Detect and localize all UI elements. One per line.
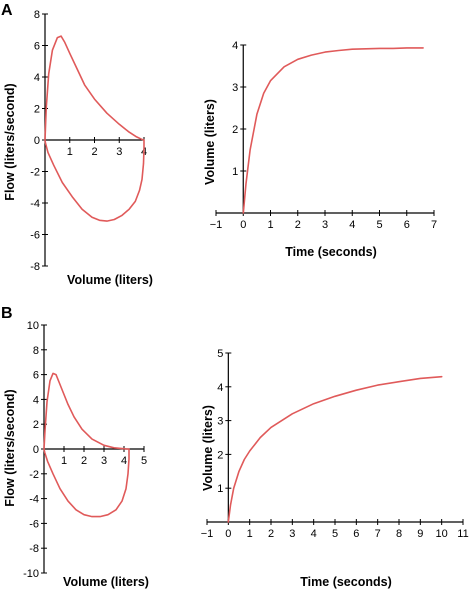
series-line	[242, 47, 424, 214]
y-tick-label: 0	[33, 444, 39, 456]
y-tick-label: 4	[217, 382, 223, 394]
y-tick-label: 5	[217, 348, 223, 360]
panel-label-a: A	[1, 2, 13, 19]
y-tick-label: 2	[217, 449, 223, 461]
y-tick-label: 4	[33, 394, 39, 406]
volume-time-chart-b: 1 2 3 4 5 −1 0 1 2 3 4 5 6 7 8 9 10 11 Time (seconds) Volum…	[201, 348, 469, 589]
x-tick-label: 8	[396, 528, 402, 540]
series-line	[44, 35, 145, 222]
y-tick-label: 3	[232, 82, 238, 94]
y-tick-label: 6	[33, 370, 39, 382]
y-tick-label: -6	[30, 230, 40, 242]
x-tick-label: 2	[81, 455, 87, 467]
series-line	[227, 375, 443, 523]
y-tick-label: 0	[34, 135, 40, 147]
y-tick-label: -10	[23, 568, 39, 580]
x-tick-label: 5	[376, 219, 382, 231]
y-tick-label: 3	[217, 416, 223, 428]
x-tick-label: 0	[240, 219, 246, 231]
y-axis-title: Flow (liters/second)	[3, 83, 17, 200]
x-tick-label: 0	[225, 528, 231, 540]
x-axis-title: Volume (liters)	[67, 273, 153, 287]
y-tick-label: -2	[29, 469, 39, 481]
y-tick-label: -6	[29, 518, 39, 530]
x-axis-title: Time (seconds)	[285, 245, 376, 259]
x-tick-label: 9	[417, 528, 423, 540]
y-tick-label: 4	[232, 40, 238, 52]
x-tick-label: 2	[295, 219, 301, 231]
x-tick-label: 5	[332, 528, 338, 540]
y-tick-label: 8	[33, 345, 39, 357]
x-tick-label: 4	[349, 219, 355, 231]
x-tick-label: 1	[267, 219, 273, 231]
x-tick-label: 7	[431, 219, 437, 231]
y-tick-label: -4	[29, 494, 39, 506]
y-tick-label: -8	[29, 543, 39, 555]
x-tick-label: 1	[67, 146, 73, 158]
series-line	[43, 372, 130, 518]
x-tick-label: −1	[210, 219, 223, 231]
x-axis-title: Time (seconds)	[300, 575, 391, 589]
y-tick-label: 2	[232, 124, 238, 136]
x-tick-label: 1	[247, 528, 253, 540]
y-tick-label: 10	[27, 320, 39, 332]
x-tick-label: 4	[311, 528, 317, 540]
x-tick-label: 2	[91, 146, 97, 158]
x-tick-label: 5	[141, 455, 147, 467]
y-tick-label: 2	[33, 419, 39, 431]
y-tick-label: 1	[232, 166, 238, 178]
y-tick-label: 8	[34, 9, 40, 21]
panel-label-b: B	[1, 305, 13, 322]
y-tick-label: 2	[34, 104, 40, 116]
x-tick-label: 6	[353, 528, 359, 540]
x-axis-title: Volume (liters)	[63, 575, 149, 589]
x-tick-label: 3	[322, 219, 328, 231]
x-tick-label: 3	[101, 455, 107, 467]
x-tick-label: 6	[404, 219, 410, 231]
x-tick-label: 3	[116, 146, 122, 158]
y-tick-label: 1	[217, 483, 223, 495]
x-tick-label: 2	[268, 528, 274, 540]
y-axis-title: Volume (liters)	[201, 405, 215, 491]
y-tick-label: -8	[30, 261, 40, 273]
x-tick-label: 4	[121, 455, 127, 467]
x-tick-label: −1	[201, 528, 214, 540]
x-tick-label: 7	[375, 528, 381, 540]
y-tick-label: 4	[34, 72, 40, 84]
x-tick-label: 10	[436, 528, 448, 540]
x-tick-label: 1	[61, 455, 67, 467]
volume-time-chart-a: 1 2 3 4 −1 0 1 2 3 4 5 6 7 Time (seconds) Volume (lite…	[203, 40, 437, 259]
x-tick-label: 11	[457, 528, 468, 540]
y-tick-label: -2	[30, 167, 40, 179]
x-tick-label: 3	[289, 528, 295, 540]
y-tick-label: 6	[34, 41, 40, 53]
y-axis-title: Volume (liters)	[203, 99, 217, 185]
y-axis-title: Flow (liters/second)	[3, 389, 17, 506]
y-tick-label: -4	[30, 198, 40, 210]
